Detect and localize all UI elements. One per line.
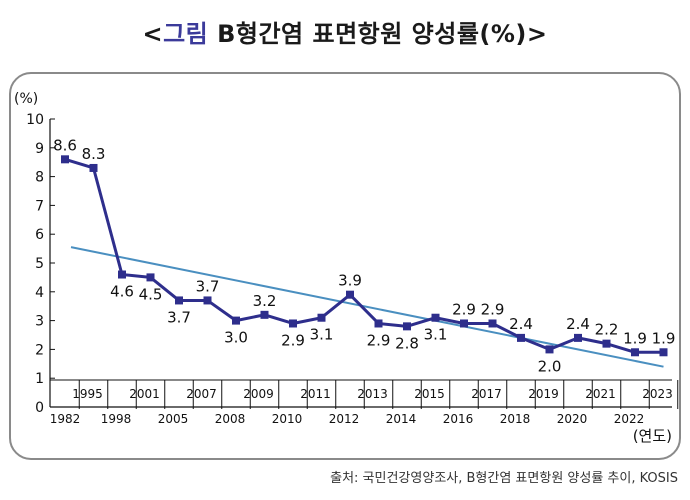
y-tick-label: 8: [35, 170, 44, 186]
data-point: [317, 313, 326, 322]
y-tick-label: 10: [26, 112, 44, 128]
data-point: [374, 319, 383, 328]
y-axis-label: (%): [14, 91, 38, 107]
y-tick-label: 4: [35, 285, 44, 301]
data-point: [89, 163, 98, 172]
data-point: [175, 296, 183, 305]
data-label: 2.9: [452, 300, 476, 318]
data-label: 2.0: [538, 357, 562, 375]
data-label: 2.9: [281, 331, 305, 349]
y-tick-label: 3: [35, 314, 44, 330]
x-tick-label: 2013: [357, 387, 388, 401]
data-label: 4.5: [139, 285, 163, 303]
x-tick-label: 2015: [414, 387, 445, 401]
data-point: [545, 345, 554, 354]
data-point: [118, 270, 126, 279]
data-label: 2.9: [481, 300, 505, 318]
data-label: 3.9: [338, 272, 362, 290]
x-axis-label: (연도): [633, 427, 672, 445]
data-point: [631, 348, 639, 357]
data-label: 1.9: [623, 329, 647, 347]
x-tick-label: 2023: [642, 387, 673, 401]
title-prefix: 그림: [163, 20, 209, 48]
x-tick-label: 2016: [443, 412, 474, 426]
x-tick-label: 2019: [528, 387, 559, 401]
data-point: [431, 313, 440, 322]
x-tick-label: 2005: [158, 412, 189, 426]
title-main: B형간염 표면항원 양성률(%): [208, 20, 527, 48]
data-label: 3.7: [196, 277, 220, 295]
data-label: 3.0: [224, 329, 248, 347]
x-tick-label: 2022: [614, 412, 645, 426]
source-note: 출처: 국민건강영양조사, B형간염 표면항원 양성률 추이, KOSIS: [330, 471, 678, 486]
y-tick-label: 5: [35, 256, 44, 272]
data-label: 8.6: [53, 136, 77, 154]
data-label: 2.9: [367, 331, 391, 349]
x-tick-label: 2020: [557, 412, 588, 426]
series-line: [64, 157, 664, 354]
data-point: [488, 319, 497, 328]
data-point: [602, 339, 611, 348]
trend-line: [70, 246, 664, 368]
y-tick-label: 1: [35, 371, 44, 387]
x-tick-label: 2009: [243, 387, 274, 401]
data-label: 1.9: [652, 329, 676, 347]
x-tick-label: 2017: [471, 387, 502, 401]
x-tick-label: 2011: [300, 387, 331, 401]
x-tick-label: 2018: [500, 412, 531, 426]
data-point: [574, 333, 582, 342]
data-point: [517, 333, 525, 342]
data-label: 3.1: [424, 326, 448, 344]
data-label: 4.6: [110, 283, 134, 301]
data-point: [146, 273, 155, 282]
data-label: 3.2: [253, 292, 277, 310]
y-tick-label: 0: [35, 400, 44, 416]
data-point: [203, 296, 212, 305]
x-tick-label: 2021: [585, 387, 616, 401]
data-label: 2.8: [395, 334, 419, 352]
data-point: [61, 155, 69, 164]
data-point: [289, 319, 297, 328]
y-tick-label: 6: [35, 227, 44, 243]
data-point: [346, 290, 354, 299]
chart-title: <그림 B형간염 표면항원 양성률(%)>: [0, 14, 690, 49]
data-label: 3.1: [310, 326, 334, 344]
x-tick-label: 2008: [215, 412, 246, 426]
data-point: [460, 319, 468, 328]
x-tick-label: 1995: [72, 387, 103, 401]
data-label: 2.2: [595, 321, 619, 339]
title-close-bracket: >: [526, 20, 548, 48]
x-tick-label: 1998: [101, 412, 132, 426]
x-tick-label: 2007: [186, 387, 217, 401]
x-tick-label: 2001: [129, 387, 160, 401]
data-label: 2.4: [566, 315, 590, 333]
x-tick-label: 2014: [386, 412, 417, 426]
y-tick-label: 9: [35, 141, 44, 157]
data-point: [403, 322, 411, 331]
data-label: 8.3: [82, 145, 106, 163]
x-tick-label: 2010: [272, 412, 303, 426]
data-point: [659, 348, 668, 357]
data-point: [260, 310, 269, 319]
x-tick-label: 1982: [50, 412, 81, 426]
y-tick-label: 7: [35, 198, 44, 214]
y-tick-label: 2: [35, 342, 44, 358]
title-open-bracket: <: [142, 20, 164, 48]
x-tick-label: 2012: [329, 412, 360, 426]
data-label: 2.4: [509, 315, 533, 333]
data-point: [232, 316, 240, 325]
data-label: 3.7: [167, 308, 191, 326]
